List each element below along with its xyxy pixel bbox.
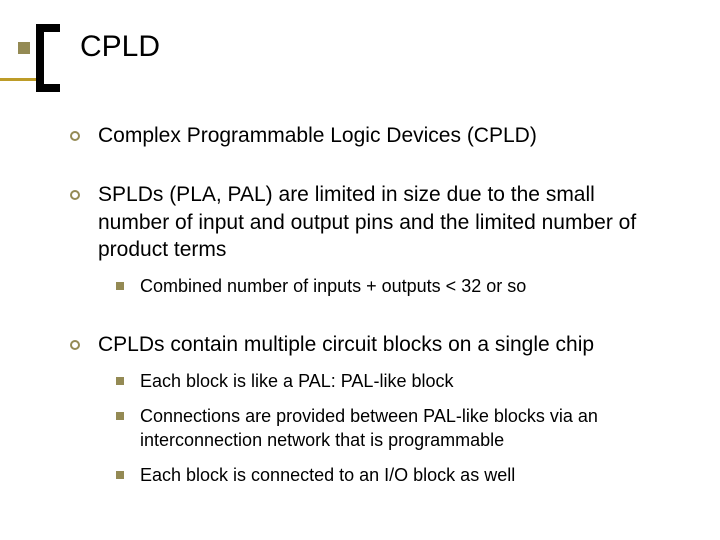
list-subitem-text: Each block is like a PAL: PAL-like block — [140, 370, 453, 393]
square-bullet-icon — [116, 282, 124, 290]
accent-line — [0, 78, 36, 81]
slide-body: Complex Programmable Logic Devices (CPLD… — [70, 108, 670, 487]
title-bullet-icon — [18, 42, 30, 54]
list-subitem: Combined number of inputs + outputs < 32… — [116, 275, 670, 298]
list-subitem-text: Combined number of inputs + outputs < 32… — [140, 275, 526, 298]
slide-title: CPLD — [80, 30, 160, 64]
bracket-left — [36, 24, 44, 92]
list-item-text: CPLDs contain multiple circuit blocks on… — [98, 331, 594, 358]
list-subitem: Each block is connected to an I/O block … — [116, 464, 670, 487]
list-item: Complex Programmable Logic Devices (CPLD… — [70, 122, 670, 149]
list-item-text: SPLDs (PLA, PAL) are limited in size due… — [98, 181, 670, 263]
square-bullet-icon — [116, 471, 124, 479]
square-bullet-icon — [116, 412, 124, 420]
list-item: SPLDs (PLA, PAL) are limited in size due… — [70, 181, 670, 263]
list-item-text: Complex Programmable Logic Devices (CPLD… — [98, 122, 537, 149]
list-item: CPLDs contain multiple circuit blocks on… — [70, 331, 670, 358]
list-subitem-text: Each block is connected to an I/O block … — [140, 464, 515, 487]
list-subitem-text: Connections are provided between PAL-lik… — [140, 405, 670, 452]
slide: CPLD Complex Programmable Logic Devices … — [0, 0, 720, 540]
ring-bullet-icon — [70, 131, 80, 141]
square-bullet-icon — [116, 377, 124, 385]
list-subitem: Connections are provided between PAL-lik… — [116, 405, 670, 452]
ring-bullet-icon — [70, 190, 80, 200]
bracket-bottom — [36, 84, 60, 92]
ring-bullet-icon — [70, 340, 80, 350]
list-subitem: Each block is like a PAL: PAL-like block — [116, 370, 670, 393]
